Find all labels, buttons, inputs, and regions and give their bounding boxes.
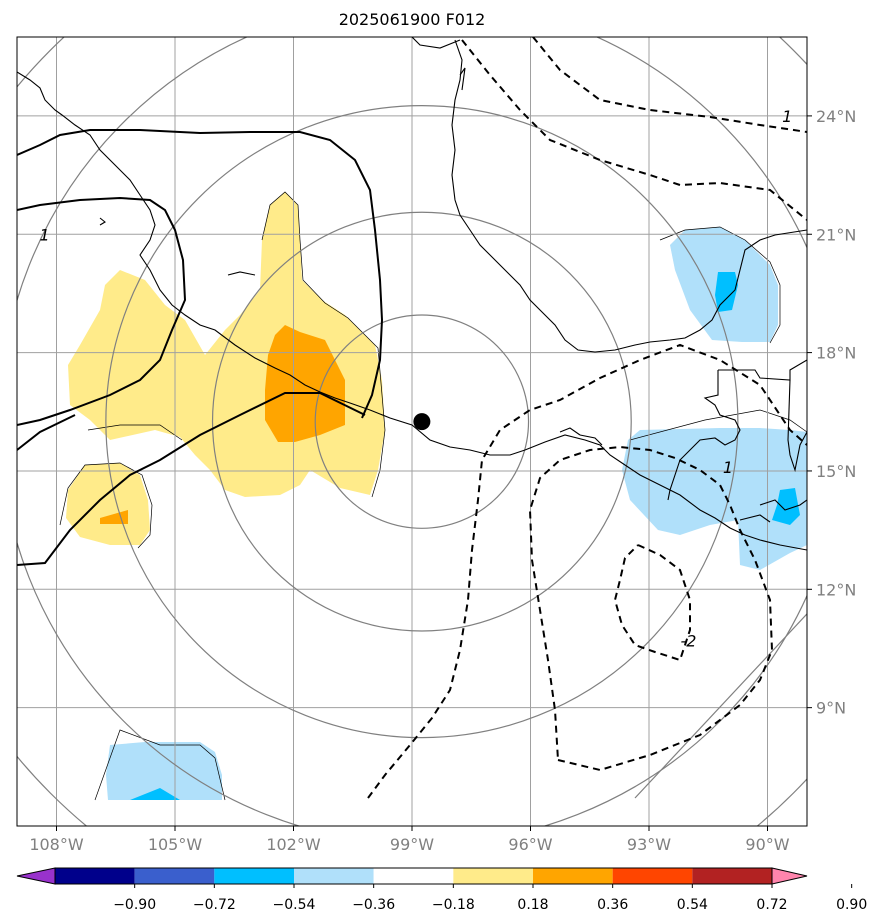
contour-solid-0 — [17, 129, 384, 419]
contour-label: 1 — [40, 225, 50, 244]
fill-orange-main — [265, 325, 345, 442]
ring-segment — [634, 613, 807, 799]
coastline-1 — [451, 39, 807, 353]
region-outline-3 — [87, 424, 183, 441]
coastline-5 — [579, 434, 603, 446]
colorbar-extend-high — [771, 867, 808, 885]
coastline-4 — [559, 427, 581, 436]
colorbar-segment — [55, 868, 135, 884]
colorbar-tick-label: −0.18 — [432, 897, 475, 913]
region-outline-5 — [629, 409, 807, 441]
contour-solid-3 — [17, 414, 76, 451]
lat-tick-label: 24°N — [816, 107, 856, 126]
colorbar-frame — [54, 867, 773, 885]
colorbar-segment — [612, 868, 693, 884]
latitude-tick-labels: 9°N 12°N 15°N 18°N 21°N 24°N — [807, 107, 856, 718]
lon-tick-label: 102°W — [266, 835, 321, 854]
region-outline-2 — [59, 462, 153, 549]
lon-tick-label: 99°W — [390, 835, 434, 854]
coastline-9 — [759, 499, 807, 511]
fill-blue-east — [622, 428, 807, 570]
contour-dashed-3 — [528, 445, 774, 772]
colorbar-tick-label: −0.90 — [113, 897, 156, 913]
coastline-7 — [718, 359, 807, 381]
colorbar-segment — [453, 868, 533, 884]
storm-center-marker — [413, 413, 431, 431]
coastline-3 — [459, 67, 466, 91]
contour-solid-1 — [17, 196, 187, 426]
lat-tick-label: 18°N — [816, 344, 856, 363]
graticule — [17, 37, 807, 826]
contour-dashed-0 — [367, 343, 807, 799]
colorbar-tick-label: 0.54 — [677, 897, 708, 913]
colorbar-tick-label: −0.72 — [193, 897, 236, 913]
fill-blue-sw — [106, 742, 222, 800]
lat-tick-label: 12°N — [816, 580, 856, 599]
lon-tick-label: 90°W — [745, 835, 789, 854]
coastline-6 — [667, 370, 741, 501]
colorbar-segment — [533, 868, 613, 884]
range-ring — [314, 314, 530, 529]
coastline-8 — [787, 379, 807, 473]
colorbar-tick-label: 0.18 — [517, 897, 548, 913]
colorbar-tick-label: 0.72 — [756, 897, 787, 913]
region-outline-1 — [659, 226, 781, 344]
contour-label: 1 — [723, 458, 733, 477]
colorbar-segment — [294, 868, 374, 884]
colorbar-segment — [134, 868, 215, 884]
colorbar-extend-low — [16, 867, 56, 885]
range-ring — [211, 211, 632, 632]
colorbar-tick-label: −0.36 — [352, 897, 395, 913]
contour-dashed-4 — [613, 544, 691, 662]
fill-orange-small — [100, 510, 128, 524]
range-ring — [105, 105, 739, 739]
region-outline-0 — [261, 191, 386, 498]
colorbar-tick-label: −0.54 — [273, 897, 316, 913]
colorbar-tick-label: 0.90 — [836, 897, 867, 913]
lat-tick-label: 15°N — [816, 462, 856, 481]
lon-tick-label: 96°W — [508, 835, 552, 854]
contour-lines — [17, 37, 807, 799]
colorbar-segment — [373, 868, 454, 884]
longitude-tick-labels: 108°W 105°W 102°W 99°W 96°W 93°W 90°W — [29, 826, 790, 854]
region-outline-4 — [94, 729, 226, 801]
colorbar-tick-label: 0.36 — [597, 897, 628, 913]
lat-tick-label: 21°N — [816, 225, 856, 244]
lon-tick-label: 108°W — [29, 835, 84, 854]
colorbar: −0.90 −0.72 −0.54 −0.36 −0.18 0.18 0.36 0.54 0.7… — [16, 867, 867, 913]
contour-label: 1 — [782, 107, 792, 126]
contour-solid-2 — [17, 392, 366, 566]
coastline-10 — [739, 514, 771, 523]
lon-tick-label: 93°W — [627, 835, 671, 854]
coastline-11 — [227, 271, 256, 276]
fill-blue-east-core — [772, 488, 800, 525]
contour-label: -2 — [681, 632, 697, 651]
anomaly-fills — [59, 191, 807, 801]
fill-yellow-small — [66, 463, 150, 545]
fill-blue-ne-core — [715, 272, 738, 312]
chart-title: 2025061900 F012 — [338, 10, 486, 29]
colorbar-segment — [692, 868, 772, 884]
contour-dashed-1 — [532, 37, 807, 133]
coastline-2 — [411, 37, 461, 49]
lon-tick-label: 105°W — [148, 835, 203, 854]
fill-blue-sw-core — [130, 788, 180, 800]
contour-labels: 1 1 1 -2 — [40, 107, 793, 651]
colorbar-segment — [214, 868, 294, 884]
lat-tick-label: 9°N — [816, 699, 846, 718]
coastline-12 — [99, 217, 106, 226]
contour-dashed-2 — [461, 39, 807, 221]
